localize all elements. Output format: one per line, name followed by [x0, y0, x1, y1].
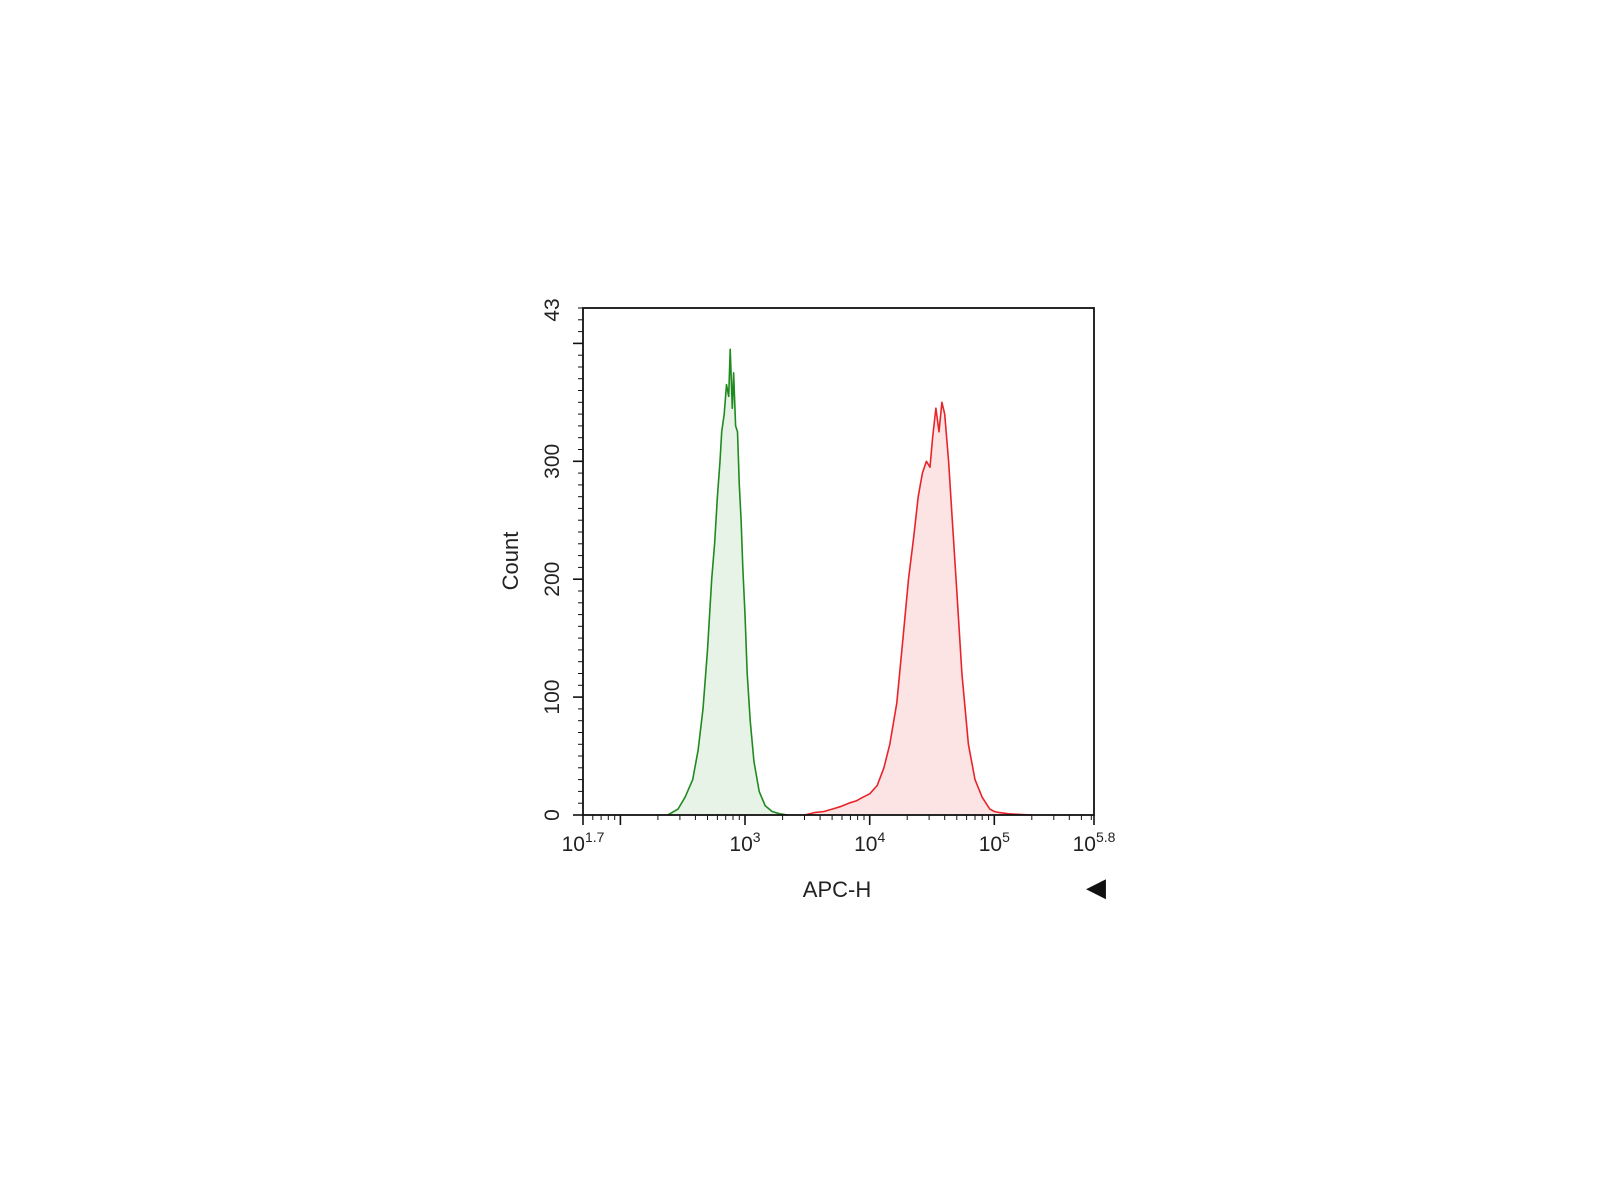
triangle-left-icon[interactable]: ◀: [1086, 873, 1106, 903]
plot-frame: [582, 307, 1095, 816]
series-2-fill: [804, 402, 1032, 815]
x-tick-exponent: 3: [753, 829, 761, 845]
y-axis-max-label: 43: [541, 298, 564, 321]
x-tick-base: 10: [1073, 833, 1096, 856]
x-tick-label: 103: [729, 829, 760, 856]
x-tick-base: 10: [562, 833, 585, 856]
series-layer: [667, 348, 1032, 816]
y-tick-label: 100: [541, 680, 564, 715]
x-tick-exponent: 5.8: [1096, 829, 1116, 845]
y-tick-label: 0: [541, 809, 564, 821]
y-tick-label: 200: [541, 562, 564, 597]
x-tick-exponent: 1.7: [585, 829, 605, 845]
x-tick-label: 101.7: [562, 829, 605, 856]
series-1-line: [667, 348, 788, 816]
x-tick-label: 104: [854, 829, 885, 856]
x-tick-exponent: 4: [877, 829, 885, 845]
x-tick-exponent: 5: [1002, 829, 1010, 845]
y-axis: 0 100 200 300: [541, 307, 583, 821]
x-tick-base: 10: [979, 833, 1002, 856]
x-axis: 101.7 103 104 105 105.8: [562, 815, 1116, 856]
x-tick-label: 105: [979, 829, 1010, 856]
x-tick-base: 10: [854, 833, 877, 856]
y-tick-label: 300: [541, 444, 564, 479]
series-1-fill: [667, 349, 788, 815]
series-2-line: [804, 401, 1032, 816]
x-tick-base: 10: [729, 833, 752, 856]
y-axis-title: Count: [498, 532, 523, 591]
x-axis-title: APC-H: [803, 877, 871, 902]
x-tick-label: 105.8: [1073, 829, 1116, 856]
